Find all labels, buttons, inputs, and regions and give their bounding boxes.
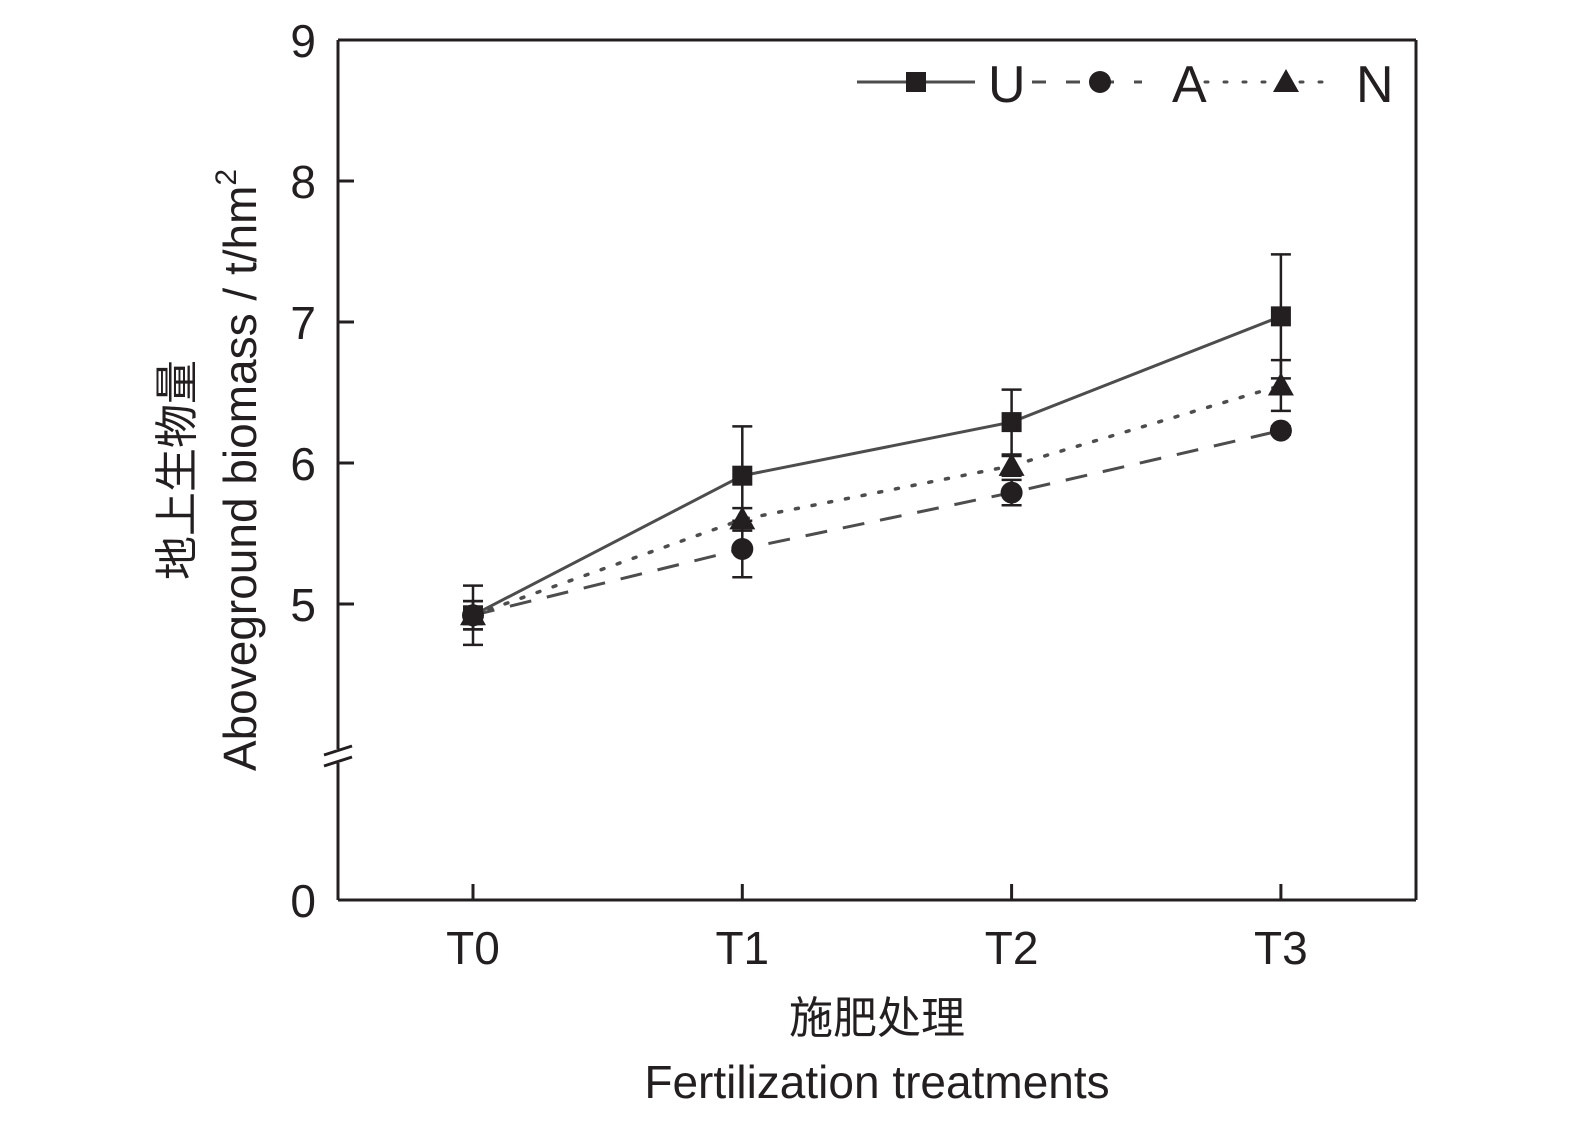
y-axis: 0 5 6 7 8 9 <box>290 15 354 927</box>
data-point-N <box>729 506 756 530</box>
y-tick-label: 7 <box>290 297 316 349</box>
series-errors-N <box>463 358 1291 631</box>
series-line-A <box>472 429 1282 617</box>
legend-marker-N <box>1273 69 1299 92</box>
legend-marker-U <box>906 72 926 92</box>
series-markers-N <box>460 372 1294 626</box>
y-tick-label: 8 <box>290 156 316 208</box>
legend-label-U: U <box>988 56 1026 114</box>
legend-item-U: U <box>857 56 1026 114</box>
data-point-U <box>732 465 753 486</box>
legend-label-A: A <box>1172 56 1207 114</box>
series-markers-A <box>462 419 1292 627</box>
x-axis-title-zh: 施肥处理 <box>789 993 965 1044</box>
y-tick-label: 0 <box>290 875 316 927</box>
data-point-A <box>1269 419 1292 442</box>
series-N <box>471 383 1283 618</box>
x-tick-label: T3 <box>1254 922 1308 974</box>
x-axis-title: Fertilization treatments <box>644 1056 1109 1108</box>
data-point-N <box>998 452 1025 476</box>
legend-label-N: N <box>1356 56 1394 114</box>
data-point-N <box>460 602 486 626</box>
series-line-U <box>472 314 1282 617</box>
axis-break-mark <box>323 755 353 768</box>
y-axis-title-main: Aboveground biomass / t/hm <box>214 186 266 772</box>
series-layer <box>460 253 1294 647</box>
y-axis-title-zh: 地上生物量 <box>152 360 203 580</box>
series-U <box>472 314 1282 617</box>
data-point-A <box>731 538 754 561</box>
y-tick-label: 6 <box>290 438 316 490</box>
y-axis-title-zh-group: 地上生物量 <box>152 360 203 580</box>
series-line-N <box>471 383 1283 618</box>
data-point-U <box>1001 412 1022 433</box>
data-point-U <box>1270 306 1291 327</box>
x-axis: T0 T1 T2 T3 <box>446 884 1308 974</box>
data-point-A <box>1000 481 1023 504</box>
y-tick-label: 9 <box>290 15 316 67</box>
x-tick-label: T1 <box>715 922 769 974</box>
series-A <box>472 429 1282 617</box>
series-markers-U <box>463 306 1291 626</box>
axis-break-mark <box>323 744 353 757</box>
y-tick-label: 5 <box>290 579 316 631</box>
series-errors-A <box>463 425 1291 631</box>
plot-frame <box>323 38 1418 902</box>
legend-marker-A <box>1089 71 1111 93</box>
x-tick-label: T0 <box>446 922 500 974</box>
y-axis-title-group: Aboveground biomass / t/hm2 <box>210 169 266 771</box>
x-tick-label: T2 <box>985 922 1039 974</box>
data-point-N <box>1267 372 1294 396</box>
y-axis-title: Aboveground biomass / t/hm2 <box>210 169 266 771</box>
legend-item-N: N <box>1203 56 1394 114</box>
legend-item-A: A <box>1032 56 1207 114</box>
y-axis-title-superscript: 2 <box>210 169 243 186</box>
